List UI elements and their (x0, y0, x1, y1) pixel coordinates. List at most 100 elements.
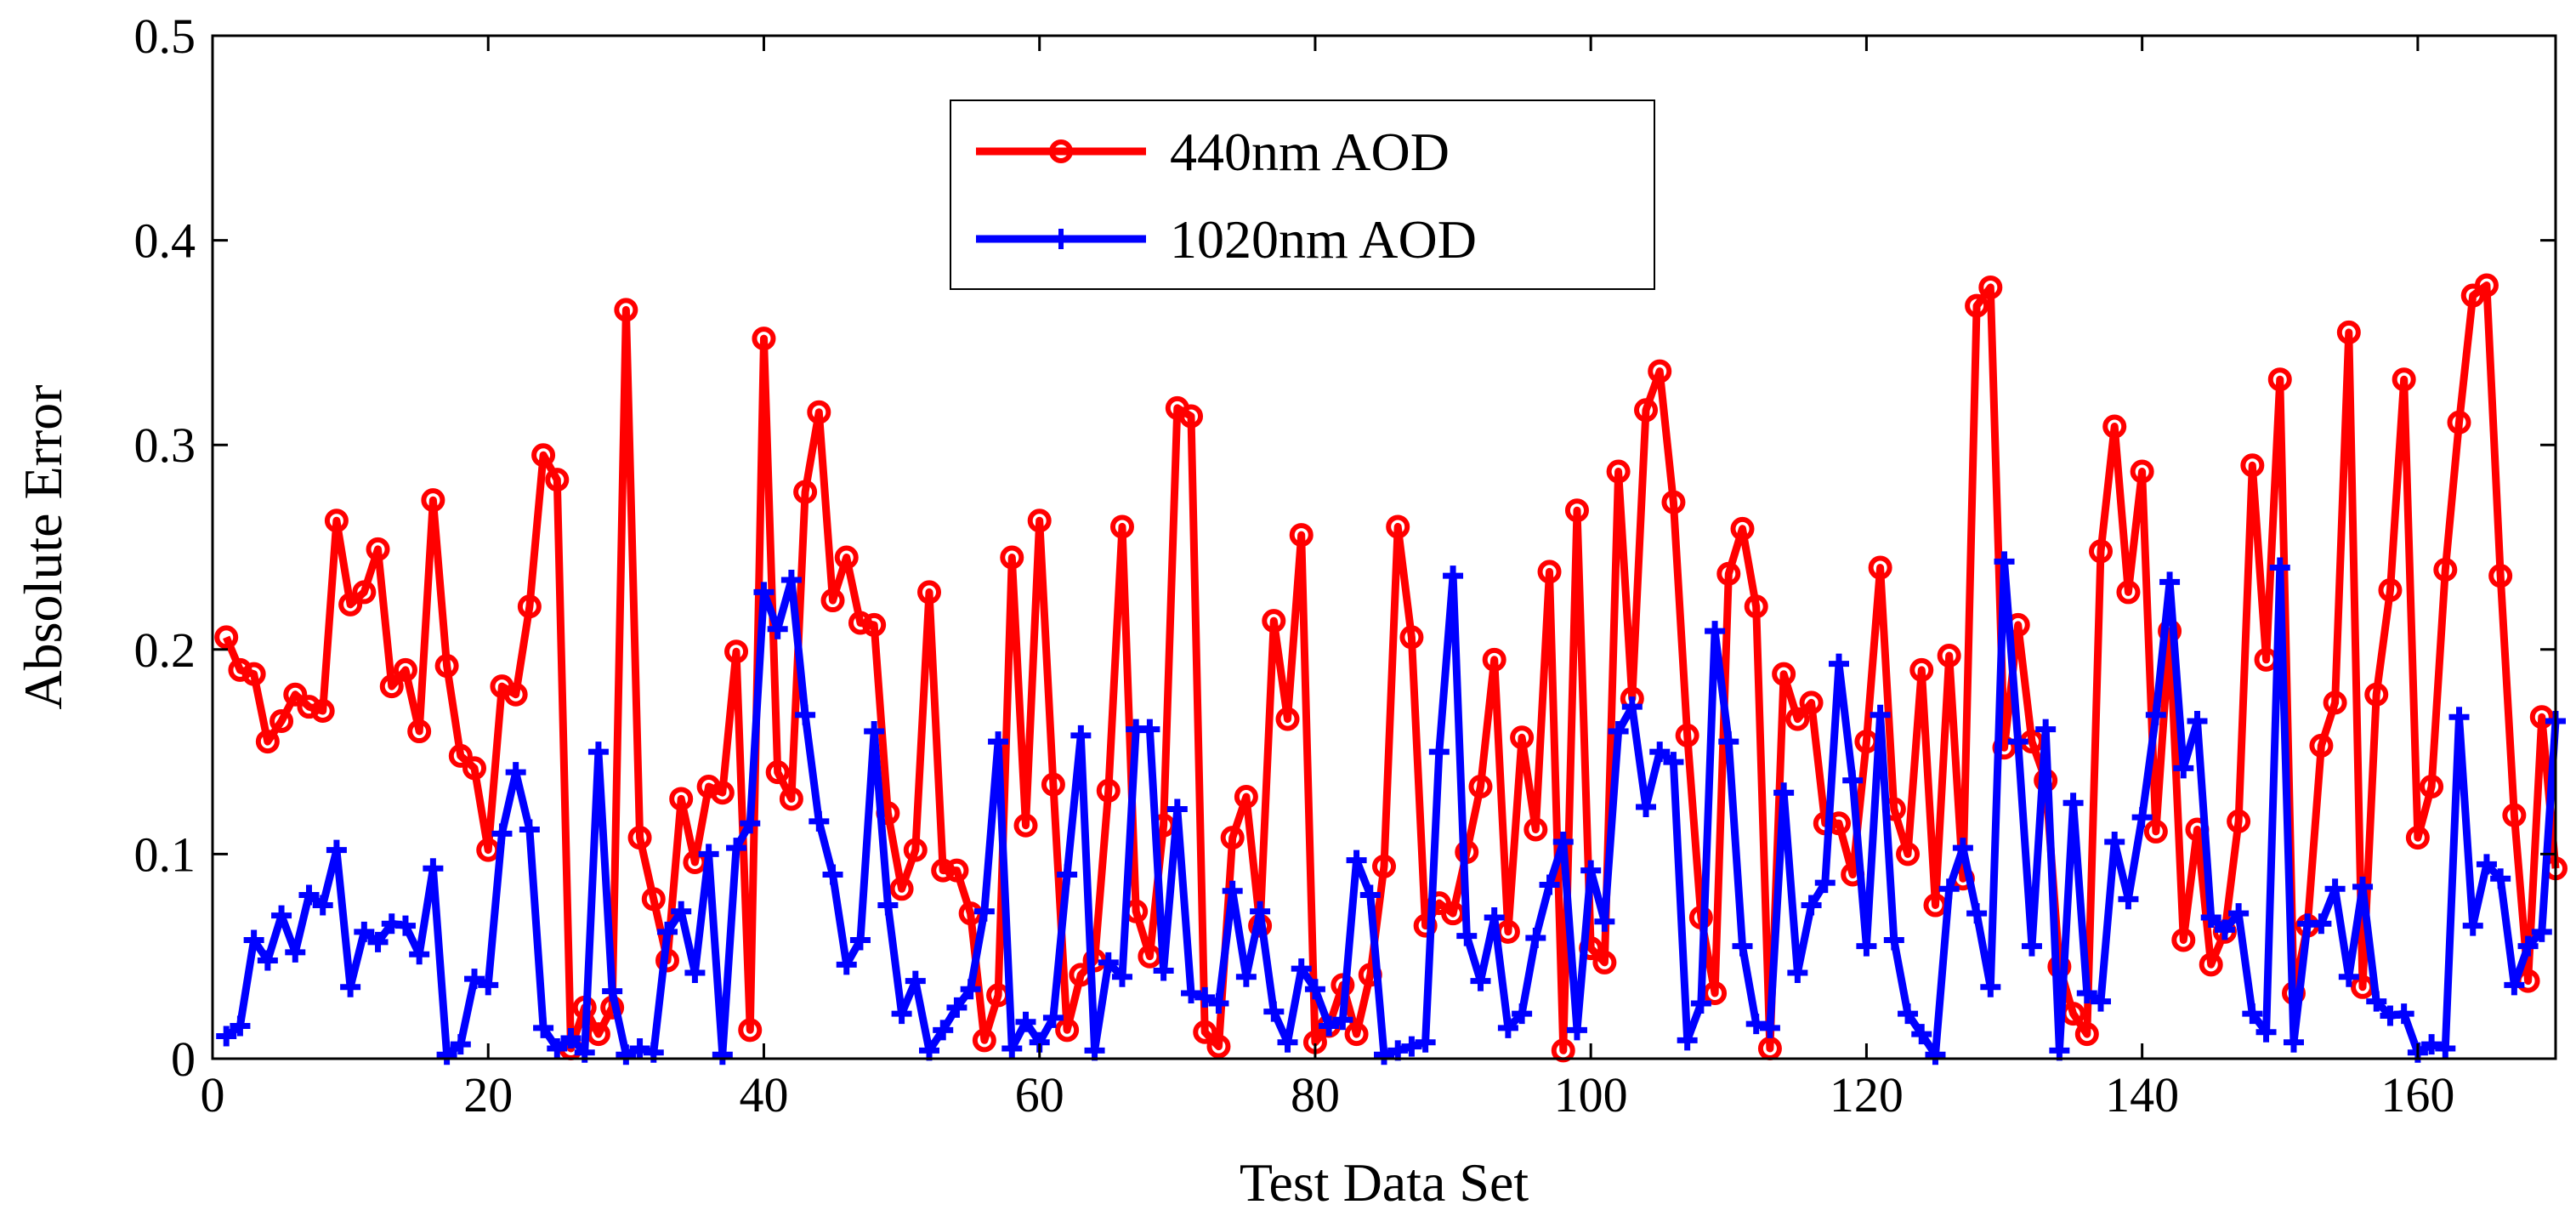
data-point (2049, 1040, 2070, 1061)
axes-box (211, 34, 2557, 1060)
data-point (905, 970, 926, 992)
data-point (1096, 778, 1121, 803)
x-tick-label: 20 (463, 1067, 513, 1122)
data-point (740, 813, 761, 834)
data-point (834, 545, 859, 570)
data-point (2130, 459, 2154, 484)
data-point (2392, 367, 2416, 392)
data-point (1372, 854, 1396, 878)
data-point (2187, 711, 2208, 732)
data-point (312, 895, 333, 916)
data-point (531, 443, 556, 468)
data-point (1965, 293, 1989, 318)
data-point (917, 580, 942, 605)
data-point (1648, 359, 1672, 384)
y-tick-label: 0 (171, 1031, 196, 1087)
data-point (1443, 565, 1464, 587)
data-point (1566, 1020, 1587, 1041)
data-point (1194, 986, 1216, 1008)
data-point (1787, 962, 1808, 983)
data-point (1057, 864, 1078, 885)
data-point (1277, 1031, 1298, 1053)
legend: 440nm AOD 1020nm AOD (950, 99, 1655, 290)
data-point (533, 1017, 554, 1038)
data-point (2063, 793, 2084, 814)
data-point (270, 709, 294, 734)
data-point (1401, 1036, 1422, 1057)
data-point (2352, 876, 2374, 897)
x-tick-label: 120 (1830, 1067, 1904, 1122)
data-point (393, 657, 417, 682)
data-point (712, 1044, 733, 1065)
data-point (1319, 1015, 1340, 1037)
data-point (903, 838, 928, 862)
data-point (2338, 966, 2359, 987)
data-point (1937, 644, 1961, 668)
data-point (1772, 662, 1796, 686)
data-point (1386, 514, 1410, 539)
data-point (241, 662, 266, 686)
x-tick-label: 100 (1554, 1067, 1628, 1122)
data-point (1042, 1007, 1064, 1028)
data-point (2007, 731, 2028, 753)
data-point (2214, 919, 2235, 940)
data-point (421, 488, 445, 513)
data-point (1898, 1003, 1919, 1025)
data-point (1153, 960, 1174, 981)
data-point (297, 695, 321, 719)
data-point (2267, 367, 2292, 392)
data-point (1346, 849, 1367, 871)
data-point (1374, 1044, 1394, 1065)
data-point (919, 1040, 940, 1061)
data-point (216, 1026, 237, 1047)
data-point (1745, 1014, 1767, 1035)
x-tick-label: 60 (1015, 1067, 1064, 1122)
data-point (1399, 625, 1424, 650)
data-point (1220, 826, 1245, 850)
data-point (2131, 807, 2153, 828)
data-point (2490, 868, 2511, 889)
data-point (1537, 560, 1562, 584)
data-point (2255, 1021, 2277, 1043)
series-layer (214, 273, 2567, 1065)
data-point (1001, 1037, 1023, 1059)
data-point (1055, 1018, 1080, 1043)
data-point (519, 819, 540, 840)
data-point (1909, 657, 1934, 682)
data-point (891, 1003, 912, 1025)
data-point (1275, 707, 1300, 731)
data-point (1580, 860, 1602, 881)
x-tick-label: 40 (739, 1067, 788, 1122)
data-point (230, 1015, 251, 1037)
data-point (1773, 782, 1795, 804)
data-point (1084, 1040, 1105, 1061)
data-point (1938, 878, 1960, 900)
data-point (2378, 578, 2403, 603)
data-point (2228, 903, 2250, 924)
data-point (629, 1037, 650, 1059)
legend-label-440nm: 440nm AOD (1170, 122, 1450, 182)
data-point (1208, 993, 1229, 1014)
data-point (836, 954, 857, 975)
data-point (1000, 545, 1024, 570)
data-point (352, 580, 377, 605)
data-point (889, 877, 914, 901)
data-point (671, 901, 692, 922)
data-point (1799, 690, 1824, 715)
data-point (366, 537, 390, 561)
data-point (1718, 731, 1739, 753)
data-point (2435, 1037, 2456, 1059)
data-point (2159, 571, 2181, 593)
data-point (1428, 742, 1450, 763)
x-axis-label: Test Data Set (1240, 1152, 1529, 1213)
data-point (2240, 453, 2265, 478)
data-point (2364, 682, 2389, 707)
data-point (945, 858, 969, 883)
data-point (560, 1027, 582, 1048)
data-point (2118, 889, 2139, 910)
data-point (1304, 979, 1325, 1000)
series-line (223, 281, 2560, 1054)
data-point (627, 826, 652, 850)
data-point (394, 915, 416, 936)
data-point (726, 838, 747, 859)
